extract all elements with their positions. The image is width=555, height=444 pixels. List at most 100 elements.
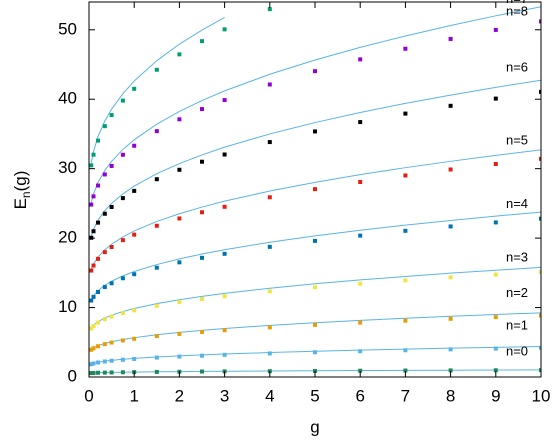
data-point xyxy=(539,19,541,24)
data-point xyxy=(91,346,96,351)
data-point xyxy=(403,368,408,373)
data-point xyxy=(154,303,159,308)
data-point xyxy=(200,353,204,358)
data-point xyxy=(358,57,363,62)
data-point xyxy=(539,216,541,221)
data-point xyxy=(177,52,182,57)
data-point xyxy=(91,229,96,234)
data-point xyxy=(313,187,317,192)
data-point xyxy=(109,340,114,345)
data-point xyxy=(132,356,137,361)
data-point xyxy=(313,238,317,243)
fit-curve xyxy=(90,149,541,270)
data-point xyxy=(222,251,227,256)
data-point xyxy=(222,294,227,299)
y-tick-label: 40 xyxy=(58,89,77,108)
plot-area xyxy=(89,6,541,376)
y-label-rest: (g) xyxy=(11,171,30,192)
data-point xyxy=(539,89,541,94)
data-point xyxy=(200,297,204,302)
data-point xyxy=(403,228,408,233)
data-point xyxy=(222,27,227,32)
data-point xyxy=(89,298,94,303)
data-point xyxy=(448,368,453,373)
data-point xyxy=(177,300,182,305)
data-point xyxy=(102,370,107,375)
data-point xyxy=(96,220,101,225)
fit-curve xyxy=(90,16,225,163)
x-tick-label: 3 xyxy=(220,386,229,405)
data-point xyxy=(267,289,272,294)
data-point xyxy=(102,211,107,216)
data-point xyxy=(200,369,204,374)
x-tick-label: 6 xyxy=(355,386,364,405)
data-point xyxy=(200,39,204,44)
data-point xyxy=(493,220,498,225)
y-tick-label: 20 xyxy=(58,228,77,247)
data-point xyxy=(154,223,159,228)
data-point xyxy=(89,362,94,367)
data-point xyxy=(358,120,363,125)
data-point xyxy=(222,152,227,157)
data-point xyxy=(120,276,125,281)
data-point xyxy=(177,354,182,359)
data-point xyxy=(154,265,159,270)
x-axis-label: g xyxy=(310,417,319,436)
data-point xyxy=(448,275,453,280)
data-point xyxy=(200,107,204,112)
data-point xyxy=(313,322,317,327)
data-point xyxy=(539,156,541,161)
data-point xyxy=(539,313,541,318)
data-point xyxy=(267,7,272,12)
data-point xyxy=(102,250,107,255)
y-tick-label: 10 xyxy=(58,297,77,316)
data-point xyxy=(493,96,498,101)
data-point xyxy=(493,272,498,277)
data-point xyxy=(313,350,317,355)
data-point xyxy=(109,163,114,168)
data-point xyxy=(200,255,204,260)
data-point xyxy=(267,351,272,356)
y-tick-label: 0 xyxy=(68,366,77,385)
data-point xyxy=(493,368,498,373)
data-point xyxy=(403,46,408,51)
data-point xyxy=(132,188,137,193)
data-point xyxy=(102,124,107,129)
data-point xyxy=(313,69,317,74)
x-tick-label: 8 xyxy=(446,386,455,405)
data-point xyxy=(403,111,408,116)
data-point xyxy=(120,338,125,343)
data-point xyxy=(96,256,101,261)
data-point xyxy=(91,152,96,157)
data-point xyxy=(267,244,272,249)
data-point xyxy=(89,202,94,207)
x-tick-label: 1 xyxy=(129,386,138,405)
series-label: n=4 xyxy=(506,196,528,211)
data-point xyxy=(313,368,317,373)
data-point xyxy=(539,345,541,350)
data-point xyxy=(132,86,137,91)
data-point xyxy=(154,67,159,72)
x-tick-label: 2 xyxy=(175,386,184,405)
data-point xyxy=(132,232,137,237)
data-point xyxy=(403,278,408,283)
data-point xyxy=(493,346,498,351)
data-point xyxy=(313,129,317,134)
x-tick-label: 4 xyxy=(265,386,274,405)
data-point xyxy=(493,162,498,167)
data-point xyxy=(120,370,125,375)
data-point xyxy=(448,224,453,229)
data-point xyxy=(177,216,182,221)
y-axis-label: En(g) xyxy=(11,171,33,210)
data-point xyxy=(132,308,137,313)
data-point xyxy=(358,180,363,184)
series-label: n=0 xyxy=(506,344,528,359)
data-point xyxy=(109,281,114,286)
data-point xyxy=(91,361,96,366)
data-point xyxy=(91,294,96,299)
data-point xyxy=(89,163,94,168)
data-point xyxy=(539,269,541,274)
fit-curve xyxy=(91,346,541,365)
y-label-base: E xyxy=(11,198,30,209)
